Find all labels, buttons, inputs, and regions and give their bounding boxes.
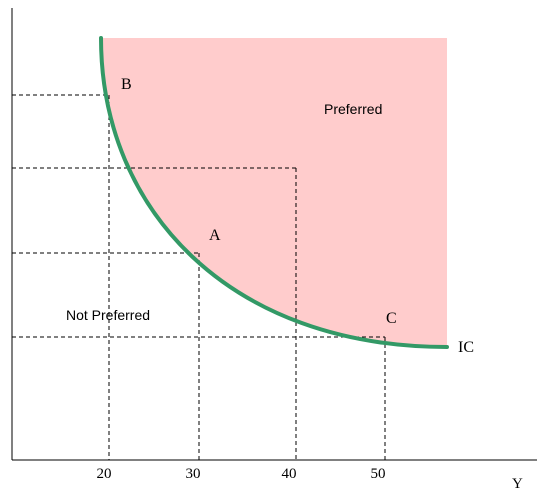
x-tick-label-30: 30 xyxy=(186,466,201,482)
preferred-region xyxy=(101,38,447,347)
x-tick-label-20: 20 xyxy=(97,466,112,482)
guide-lines xyxy=(12,94,386,460)
point-label-a: A xyxy=(209,227,221,244)
axes xyxy=(11,8,537,461)
x-tick-label-50: 50 xyxy=(371,466,386,482)
x-axis-label: Y xyxy=(512,476,523,490)
point-label-b: B xyxy=(121,76,132,93)
curve-label-ic: IC xyxy=(458,339,474,356)
indifference-curve xyxy=(99,36,449,349)
preferred-region-label: Preferred xyxy=(324,101,382,117)
not-preferred-region-label: Not Preferred xyxy=(66,307,150,323)
point-label-c: C xyxy=(386,310,397,327)
x-tick-label-40: 40 xyxy=(282,466,297,482)
